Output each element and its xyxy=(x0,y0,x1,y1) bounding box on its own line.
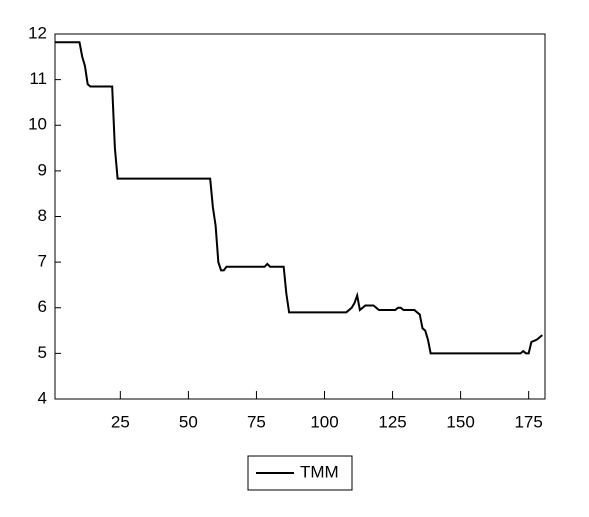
y-tick-label: 8 xyxy=(38,206,47,225)
line xyxy=(55,41,543,355)
y-tick-label: 9 xyxy=(38,160,47,179)
x-tick-label: 150 xyxy=(446,412,474,431)
x-tick-label: 100 xyxy=(310,412,338,431)
y-tick-label: 7 xyxy=(38,252,47,271)
x-tick-label: 25 xyxy=(111,412,130,431)
y-tick-label: 11 xyxy=(29,69,47,88)
x-tick-label: 50 xyxy=(179,412,198,431)
y-tick-label: 6 xyxy=(38,297,47,316)
x-tick-label: 75 xyxy=(247,412,266,431)
plot-frame xyxy=(54,33,546,400)
x-tick-label: 175 xyxy=(514,412,542,431)
legend-box xyxy=(247,455,353,491)
x-tick-label: 125 xyxy=(378,412,406,431)
y-tick-label: 10 xyxy=(28,115,47,134)
legend-label: TMM xyxy=(300,462,339,481)
y-tick-label: 5 xyxy=(38,343,47,362)
y-tick-label: 4 xyxy=(38,388,47,407)
y-tick-label: 12 xyxy=(28,23,47,42)
